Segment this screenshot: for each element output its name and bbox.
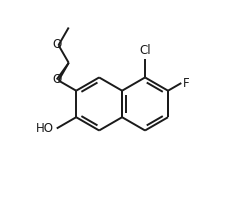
Text: O: O <box>53 73 62 86</box>
Text: methoxy: methoxy <box>72 26 78 27</box>
Text: O: O <box>53 38 62 51</box>
Text: O: O <box>71 27 72 28</box>
Text: Cl: Cl <box>139 44 151 57</box>
Text: F: F <box>183 77 190 89</box>
Text: methyl: methyl <box>71 26 76 27</box>
Text: methyl: methyl <box>66 24 71 25</box>
Text: HO: HO <box>36 122 54 135</box>
